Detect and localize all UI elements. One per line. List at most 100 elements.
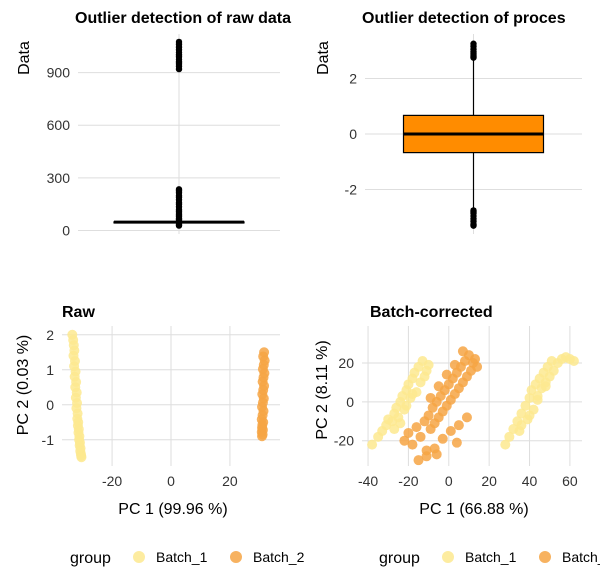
legend-left: group Batch_1 Batch_2: [70, 549, 305, 567]
y-tick-label: 2: [46, 327, 54, 343]
point-batch-1: [504, 431, 515, 442]
x-tick-label: 40: [522, 473, 538, 489]
y-tick-label: 600: [47, 117, 71, 133]
x-tick-label: 20: [222, 473, 238, 489]
point-batch-2: [403, 427, 414, 438]
y-tick-label: -1: [42, 432, 55, 448]
y-tick-labels: -2 0 2: [345, 70, 358, 197]
y-tick-labels: 0 300 600 900: [47, 65, 71, 239]
y-tick-label: 20: [338, 355, 354, 371]
x-axis-label: PC 1 (66.88 %): [419, 501, 528, 518]
scatter-points: [367, 346, 579, 466]
point-batch-2: [461, 412, 472, 423]
x-tick-label: 0: [445, 473, 453, 489]
outlier-point: [175, 186, 183, 193]
y-tick-label: -20: [334, 433, 354, 449]
point-batch-2: [399, 435, 410, 446]
y-tick-label: 300: [47, 170, 71, 186]
point-batch-1: [524, 392, 535, 403]
panel-title-processed-outlier: Outlier detection of proces: [362, 10, 566, 27]
box-marks: [402, 40, 545, 229]
legend-swatch-batch-2: [230, 551, 242, 563]
point-batch-1: [423, 359, 434, 370]
y-tick-label: 0: [62, 222, 70, 238]
point-batch-2: [441, 369, 452, 380]
point-batch-2: [421, 451, 432, 462]
point-batch-1: [568, 356, 579, 366]
y-tick-label: 1: [46, 362, 54, 378]
point-batch-1: [367, 439, 378, 450]
point-batch-2: [423, 410, 434, 421]
legend-right: group Batch_1 Batch_2: [379, 549, 600, 567]
legend-label-batch-2: Batch_2: [253, 549, 305, 565]
gridlines: [62, 326, 280, 466]
legend-label-batch-1: Batch_1: [465, 549, 517, 565]
point-batch-2: [413, 455, 424, 466]
tick-labels: -20 0 20 -1 0 1 2: [42, 327, 238, 489]
scatter-points: [67, 329, 270, 463]
outlier-point: [175, 38, 183, 46]
point-batch-2: [451, 437, 462, 448]
panel-title-batch-corrected: Batch-corrected: [370, 304, 493, 321]
x-tick-label: -20: [102, 473, 122, 489]
x-tick-label: 60: [562, 473, 578, 489]
box-marks: [113, 38, 245, 229]
y-tick-label: -2: [345, 182, 358, 198]
panel-processed-boxplot: Outlier detection of proces Data -2 0 2: [315, 10, 582, 234]
x-tick-label: 0: [167, 473, 175, 489]
point-batch-1: [407, 389, 418, 400]
y-tick-label: 0: [46, 397, 54, 413]
point-batch-2: [407, 439, 418, 450]
point-batch-2: [431, 449, 442, 460]
point-batch-2: [453, 420, 464, 431]
point-batch-1: [76, 452, 87, 463]
legend-swatch-batch-1: [442, 551, 454, 563]
point-batch-2: [257, 431, 268, 442]
tick-labels: -40 -20 0 20 40 60 -20 0 20: [334, 355, 578, 489]
x-tick-label: -40: [358, 473, 378, 489]
x-axis-label: PC 1 (99.96 %): [118, 501, 227, 518]
panel-raw-pca: Raw PC 2 (0.03 %) PC 1 (99.96 %) -20 0 20-…: [15, 304, 280, 518]
point-batch-2: [425, 392, 436, 403]
panel-raw-boxplot: Outlier detection of raw data Data 0 300 6…: [16, 10, 291, 238]
y-axis-label: PC 2 (8.11 %): [314, 340, 331, 439]
point-batch-1: [395, 418, 406, 429]
panel-batch-corrected-pca: Batch-corrected PC 2 (8.11 %) PC 1 (66.8…: [314, 304, 582, 518]
x-tick-label: 20: [481, 473, 497, 489]
legend-swatch-batch-1: [133, 551, 145, 563]
legend-label-batch-2: Batch_2: [562, 549, 600, 565]
gridlines: [362, 326, 582, 466]
y-axis-label: PC 2 (0.03 %): [15, 335, 32, 435]
point-batch-1: [532, 394, 543, 405]
point-batch-1: [524, 410, 535, 421]
y-axis-label: Data: [16, 41, 33, 75]
outlier-point: [470, 222, 477, 229]
point-batch-2: [415, 431, 426, 442]
y-tick-label: 0: [346, 394, 354, 410]
legend-title: group: [70, 550, 111, 567]
point-batch-1: [548, 365, 559, 376]
legend-title: group: [379, 550, 420, 567]
point-batch-2: [457, 346, 468, 357]
panel-title-raw: Raw: [62, 304, 95, 321]
point-batch-1: [540, 381, 551, 392]
point-batch-2: [470, 354, 481, 365]
point-batch-1: [401, 400, 412, 411]
point-batch-1: [500, 439, 511, 450]
point-batch-1: [520, 400, 531, 411]
x-tick-label: -20: [398, 473, 418, 489]
panel-title-raw-outlier: Outlier detection of raw data: [75, 10, 291, 27]
legend-swatch-batch-2: [539, 551, 551, 563]
y-tick-label: 900: [47, 65, 71, 81]
y-tick-label: 2: [349, 70, 357, 86]
point-batch-2: [472, 361, 483, 372]
point-batch-2: [433, 381, 444, 392]
point-batch-2: [445, 426, 456, 436]
point-batch-1: [516, 420, 527, 431]
y-axis-label: Data: [315, 41, 332, 75]
legend-label-batch-1: Batch_1: [156, 549, 208, 565]
y-tick-label: 0: [349, 126, 357, 142]
point-batch-2: [449, 359, 460, 370]
